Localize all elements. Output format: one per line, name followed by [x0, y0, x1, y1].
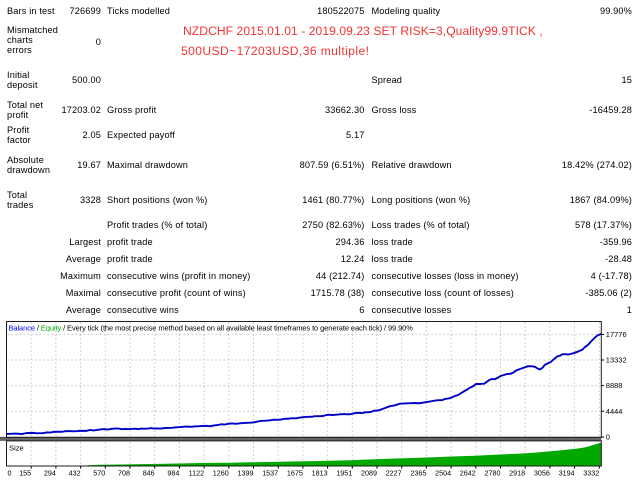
svg-text:Balance / Equity / Every tick: Balance / Equity / Every tick (the most …: [9, 324, 414, 333]
svg-text:294: 294: [44, 469, 56, 478]
svg-text:3194: 3194: [559, 469, 575, 478]
svg-text:1951: 1951: [336, 469, 352, 478]
svg-text:2089: 2089: [361, 469, 377, 478]
svg-text:708: 708: [118, 469, 130, 478]
svg-text:1813: 1813: [312, 469, 328, 478]
svg-text:1537: 1537: [262, 469, 278, 478]
svg-text:2504: 2504: [435, 469, 451, 478]
svg-text:846: 846: [143, 469, 155, 478]
svg-text:1122: 1122: [189, 469, 204, 478]
svg-text:2780: 2780: [485, 469, 501, 478]
svg-text:155: 155: [19, 469, 31, 478]
svg-text:432: 432: [69, 469, 81, 478]
svg-text:8888: 8888: [606, 381, 623, 390]
svg-text:13332: 13332: [606, 356, 627, 365]
svg-text:3332: 3332: [583, 469, 599, 478]
svg-text:Size: Size: [9, 443, 24, 452]
svg-text:2227: 2227: [386, 469, 402, 478]
svg-text:984: 984: [167, 469, 179, 478]
svg-text:3056: 3056: [534, 469, 550, 478]
svg-text:0: 0: [606, 433, 610, 442]
svg-text:2365: 2365: [410, 469, 426, 478]
svg-text:1399: 1399: [238, 469, 254, 478]
svg-text:2642: 2642: [460, 469, 476, 478]
svg-text:570: 570: [93, 469, 105, 478]
svg-text:0: 0: [8, 469, 12, 478]
svg-text:4444: 4444: [606, 407, 623, 416]
svg-text:1675: 1675: [287, 469, 303, 478]
svg-text:2918: 2918: [509, 469, 525, 478]
svg-text:1260: 1260: [213, 469, 229, 478]
svg-text:17776: 17776: [606, 330, 627, 339]
